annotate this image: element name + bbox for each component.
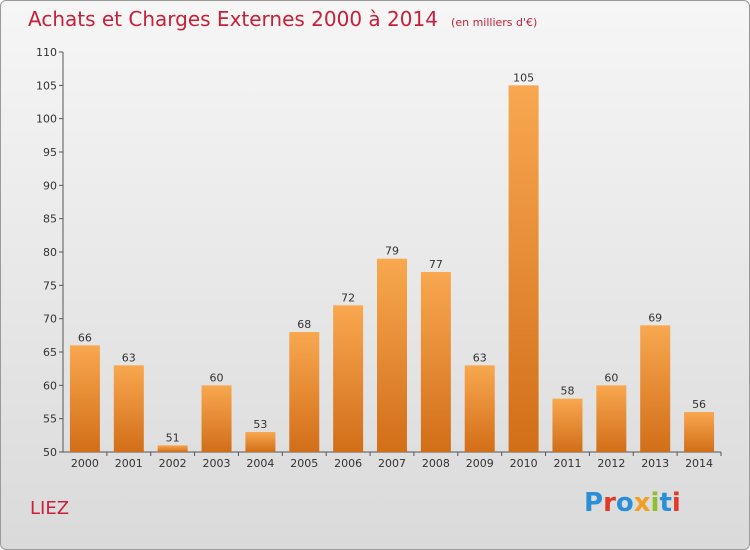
y-tick-label: 95 <box>43 146 57 159</box>
bar-value-label: 68 <box>297 318 311 331</box>
x-tick-label: 2000 <box>71 457 99 470</box>
bar-value-label: 60 <box>210 371 224 384</box>
bar-value-label: 58 <box>560 385 574 398</box>
bar-value-label: 69 <box>648 311 662 324</box>
bar-value-label: 72 <box>341 291 355 304</box>
y-tick-label: 85 <box>43 213 57 226</box>
bar <box>69 345 100 452</box>
y-tick-label: 90 <box>43 179 57 192</box>
y-tick-label: 110 <box>36 46 57 59</box>
x-tick-label: 2005 <box>290 457 318 470</box>
x-tick-label: 2011 <box>553 457 581 470</box>
y-tick-label: 65 <box>43 346 57 359</box>
bar-value-label: 66 <box>78 331 92 344</box>
x-tick-label: 2001 <box>115 457 143 470</box>
bar <box>157 445 188 452</box>
bar <box>640 325 671 452</box>
y-tick-label: 80 <box>43 246 57 259</box>
y-tick-label: 50 <box>43 446 57 459</box>
bar <box>596 385 627 452</box>
bar <box>113 365 144 452</box>
bar <box>377 258 407 452</box>
bar-value-label: 56 <box>692 398 706 411</box>
bar-value-label: 51 <box>166 431 180 444</box>
chart-title: Achats et Charges Externes 2000 à 2014 <box>28 7 438 31</box>
bar <box>289 332 320 452</box>
bar-value-label: 60 <box>604 371 618 384</box>
town-name: LIEZ <box>30 498 70 519</box>
bar <box>508 85 539 452</box>
bar <box>333 305 364 452</box>
title-row: Achats et Charges Externes 2000 à 2014 (… <box>28 7 537 31</box>
y-tick-label: 100 <box>36 113 57 126</box>
x-tick-label: 2008 <box>422 457 450 470</box>
y-tick-label: 55 <box>43 413 57 426</box>
bar-value-label: 63 <box>473 351 487 364</box>
x-tick-label: 2003 <box>203 457 231 470</box>
bar-value-label: 63 <box>122 351 136 364</box>
bar <box>420 272 451 452</box>
bar <box>245 432 276 452</box>
x-tick-label: 2009 <box>466 457 494 470</box>
y-tick-label: 105 <box>36 79 57 92</box>
x-tick-label: 2007 <box>378 457 406 470</box>
bar <box>201 385 232 452</box>
bar-value-label: 53 <box>253 418 267 431</box>
bar-value-label: 79 <box>385 245 399 258</box>
y-tick-label: 70 <box>43 313 57 326</box>
x-tick-label: 2012 <box>597 457 625 470</box>
x-tick-label: 2010 <box>510 457 538 470</box>
y-tick-label: 60 <box>43 379 57 392</box>
bar-value-label: 105 <box>513 71 534 84</box>
x-tick-label: 2002 <box>159 457 187 470</box>
chart-subtitle: (en milliers d'€) <box>451 16 538 29</box>
x-tick-label: 2006 <box>334 457 362 470</box>
proxiti-logo: Proxiti <box>584 488 681 518</box>
bar-value-label: 77 <box>429 258 443 271</box>
bar <box>552 398 583 452</box>
y-tick-label: 75 <box>43 279 57 292</box>
x-tick-label: 2013 <box>641 457 669 470</box>
bar <box>464 365 495 452</box>
bar <box>684 412 715 452</box>
x-tick-label: 2014 <box>685 457 713 470</box>
x-tick-label: 2004 <box>246 457 274 470</box>
